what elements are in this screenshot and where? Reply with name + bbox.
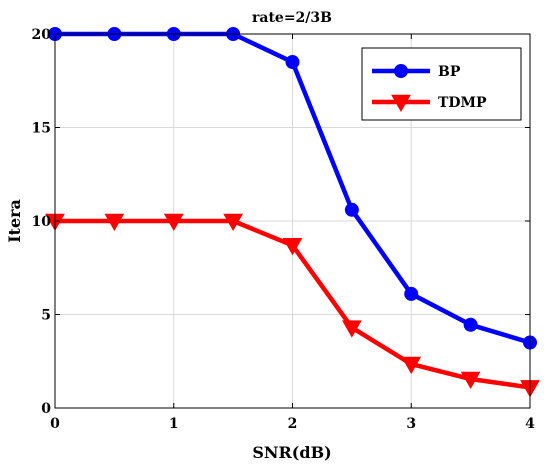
data-point — [163, 213, 184, 232]
x-tick-label: 1 — [169, 416, 179, 432]
legend-label: TDMP — [438, 95, 487, 111]
data-point — [401, 356, 422, 375]
data-point — [282, 238, 303, 256]
y-tick-label: 5 — [41, 308, 51, 324]
x-axis-title: SNR(dB) — [252, 443, 331, 462]
ticks: 0 1 2 3 4 0 5 10 15 20 — [32, 27, 536, 432]
data-point — [460, 371, 481, 390]
y-tick-label: 15 — [32, 121, 51, 137]
legend-label: BP — [438, 64, 461, 80]
y-tick-label: 0 — [41, 401, 51, 417]
chart-title: rate=2/3B — [252, 10, 332, 26]
y-tick-label: 20 — [32, 27, 52, 43]
data-point — [344, 202, 359, 217]
data-point — [463, 317, 478, 332]
data-point — [404, 286, 419, 301]
y-axis-title: Itera — [5, 199, 24, 243]
data-point — [342, 320, 362, 338]
x-tick-label: 2 — [288, 416, 298, 432]
legend-marker — [391, 94, 411, 113]
series-layer — [45, 27, 540, 398]
data-point — [104, 213, 125, 232]
x-tick-label: 0 — [50, 416, 60, 432]
x-tick-label: 3 — [406, 416, 416, 432]
legend: BP TDMP — [361, 47, 522, 121]
y-tick-label: 10 — [32, 214, 52, 230]
series-tdmp — [45, 213, 540, 398]
data-point — [223, 213, 243, 232]
x-tick-label: 4 — [525, 416, 535, 432]
legend-marker — [394, 64, 408, 78]
data-point — [285, 55, 300, 70]
legend-box — [361, 47, 522, 121]
